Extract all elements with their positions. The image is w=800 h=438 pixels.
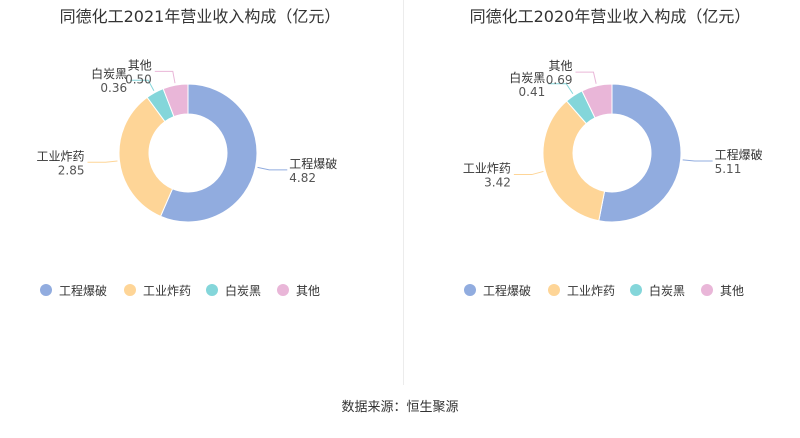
legend-marker-2020-2 <box>630 284 642 296</box>
source-note: 数据来源：恒生聚源 <box>341 400 459 415</box>
legend-label-2020-3[interactable]: 其他 <box>720 284 744 298</box>
legend-marker-2020-3 <box>701 284 713 296</box>
slice-label-2020-3: 其他 <box>548 59 572 73</box>
slice-2020-0[interactable] <box>598 83 682 223</box>
leader-line-2020-3 <box>575 71 597 84</box>
slice-value-2021-3: 0.50 <box>125 72 152 86</box>
chart-title-2021: 同德化工2021年营业收入构成（亿元） <box>59 7 341 26</box>
legend-marker-2021-3 <box>277 284 289 296</box>
legend-label-2021-2[interactable]: 白炭黑 <box>225 283 261 298</box>
slice-value-2020-2: 0.41 <box>519 85 546 99</box>
legend-marker-2020-0 <box>464 284 476 296</box>
slice-value-2020-3: 0.69 <box>546 73 573 87</box>
legend-marker-2021-0 <box>40 284 52 296</box>
slice-value-2021-1: 2.85 <box>58 163 85 177</box>
legend-label-2021-3[interactable]: 其他 <box>296 284 320 298</box>
leader-line-2021-0 <box>257 166 288 171</box>
legend-label-2020-2[interactable]: 白炭黑 <box>649 283 685 298</box>
slice-2020-3[interactable] <box>581 83 613 119</box>
legend-label-2020-1[interactable]: 工业炸药 <box>567 284 615 298</box>
leader-line-2020-0 <box>682 159 713 162</box>
slice-value-2021-2: 0.36 <box>100 81 127 95</box>
slice-label-2020-0: 工程爆破 <box>715 147 763 162</box>
slice-label-2020-1: 工业炸药 <box>463 162 511 176</box>
legend-marker-2020-1 <box>548 284 560 296</box>
slice-label-2020-2: 白炭黑 <box>509 70 545 85</box>
slice-label-2021-1: 工业炸药 <box>37 149 85 163</box>
slice-2021-1[interactable] <box>118 96 174 217</box>
leader-line-2020-1 <box>513 170 544 176</box>
legend-marker-2021-1 <box>124 284 136 296</box>
slice-label-2021-0: 工程爆破 <box>289 156 337 171</box>
legend-label-2020-0[interactable]: 工程爆破 <box>483 283 531 298</box>
legend-marker-2021-2 <box>206 284 218 296</box>
chart-title-2020: 同德化工2020年营业收入构成（亿元） <box>469 7 751 26</box>
leader-line-2021-1 <box>87 160 118 163</box>
slice-2021-3[interactable] <box>162 83 189 118</box>
slice-2021-0[interactable] <box>159 83 258 223</box>
leader-line-2020-2 <box>548 83 574 95</box>
leader-line-2021-3 <box>154 70 176 84</box>
slice-label-2021-3: 其他 <box>128 58 152 72</box>
slice-2020-1[interactable] <box>542 100 606 222</box>
legend-label-2021-1[interactable]: 工业炸药 <box>143 284 191 298</box>
slice-value-2020-1: 3.42 <box>484 176 511 190</box>
leader-line-2021-2 <box>130 79 155 91</box>
panel-divider <box>403 0 404 385</box>
slice-value-2020-0: 5.11 <box>715 162 742 176</box>
slice-label-2021-2: 白炭黑 <box>91 66 127 81</box>
legend-label-2021-0[interactable]: 工程爆破 <box>59 283 107 298</box>
slice-value-2021-0: 4.82 <box>289 171 316 185</box>
